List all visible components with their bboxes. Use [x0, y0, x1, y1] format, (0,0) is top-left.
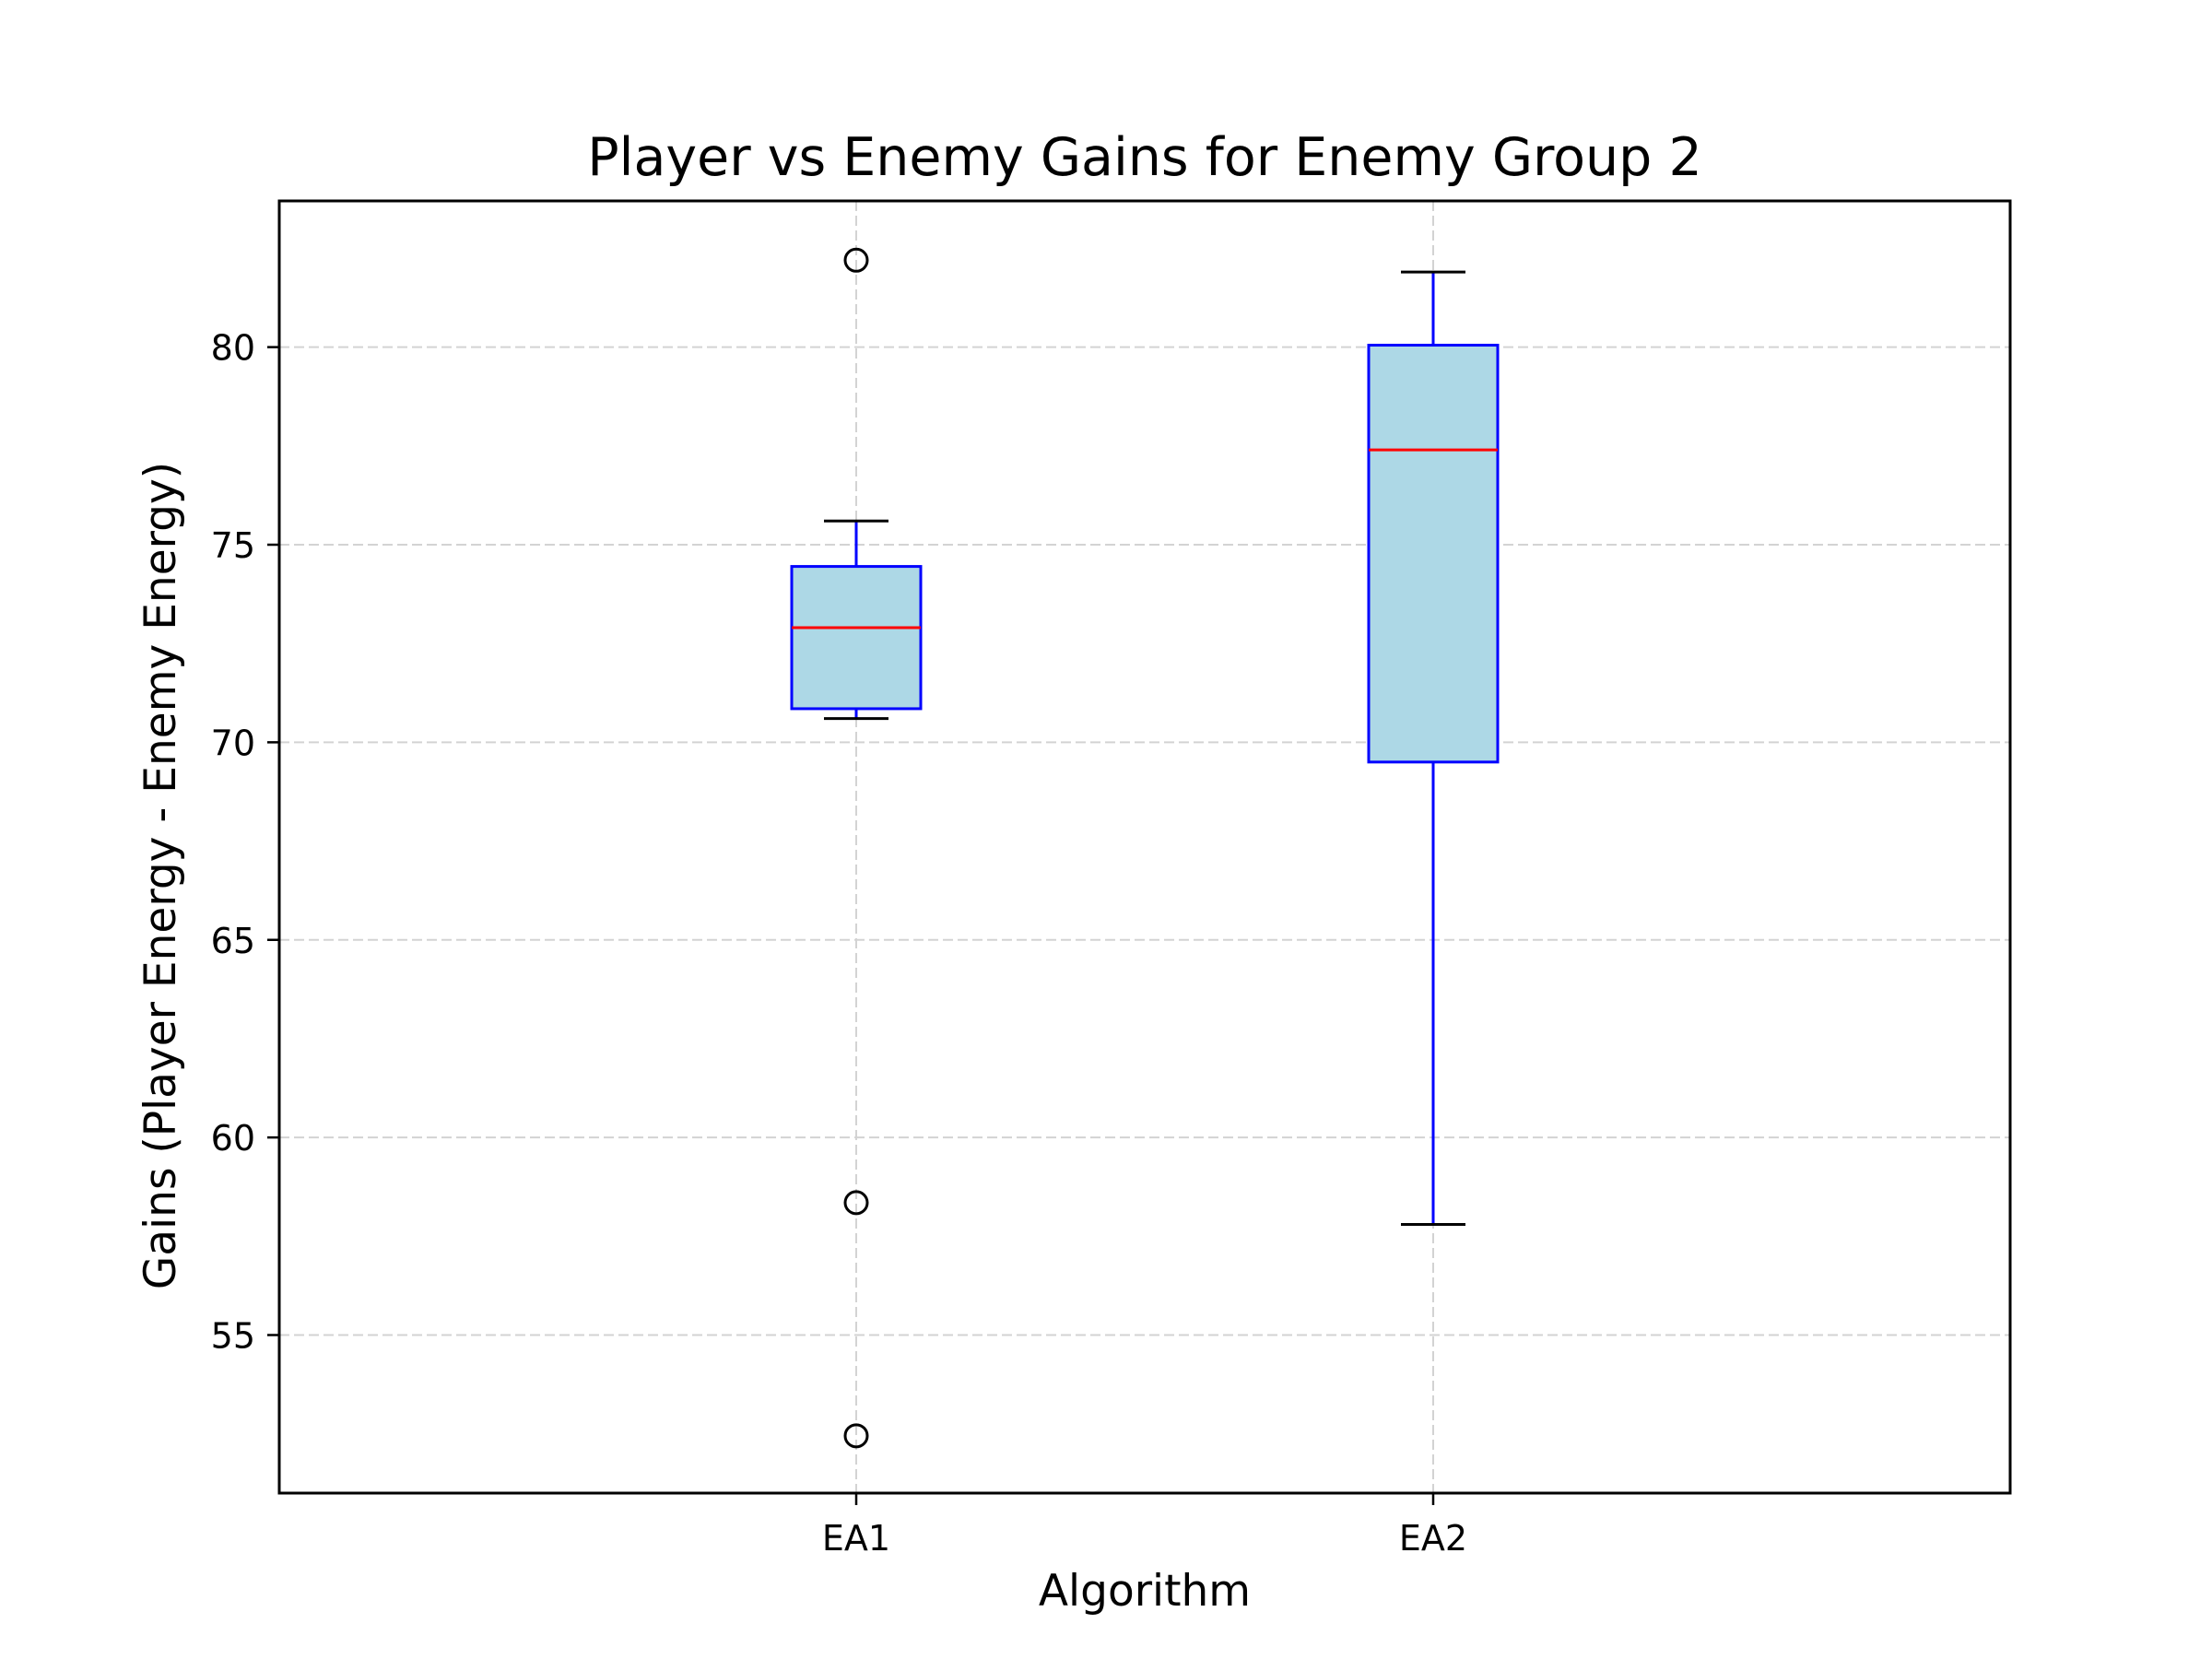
- y-tick-label: 80: [211, 328, 255, 369]
- grid-layer: [279, 201, 2010, 1493]
- plot-frame: [277, 199, 2012, 1495]
- chart-title: Player vs Enemy Gains for Enemy Group 2: [587, 127, 1702, 188]
- y-axis-label: Gains (Player Energy - Enemy Energy): [135, 462, 186, 1289]
- y-tick-label: 75: [211, 525, 255, 566]
- outlier-point-ea1: [843, 247, 869, 273]
- y-tick-label: 60: [211, 1118, 255, 1159]
- x-tick-label: EA1: [822, 1518, 890, 1559]
- y-tick-label: 70: [211, 723, 255, 763]
- box-ea2: [1367, 343, 1500, 764]
- box-ea1: [790, 565, 923, 711]
- y-tick-label: 55: [211, 1316, 255, 1357]
- outlier-point-ea1: [843, 1190, 869, 1216]
- outlier-point-ea1: [843, 1423, 869, 1449]
- box-layer: [790, 247, 1500, 1449]
- y-tick-label: 65: [211, 921, 255, 961]
- x-tick-label: EA2: [1399, 1518, 1467, 1559]
- axis-layer: 55 60 65 70 75 80 EA1 EA2: [211, 199, 2012, 1559]
- x-axis-label: Algorithm: [1039, 1566, 1251, 1617]
